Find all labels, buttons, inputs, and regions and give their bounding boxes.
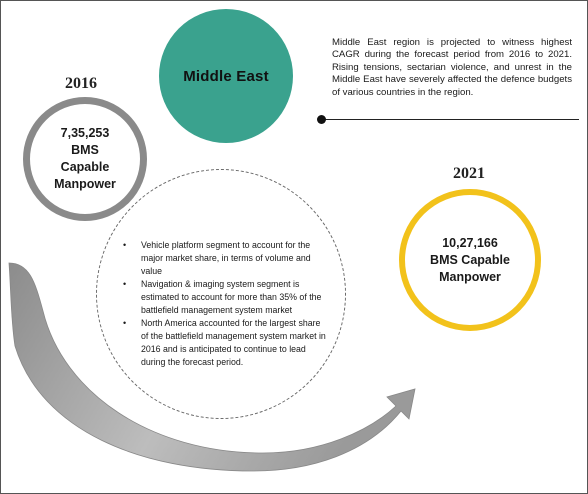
end-label-line-2: Manpower xyxy=(439,269,501,284)
start-manpower-circle: 7,35,253 BMS Capable Manpower xyxy=(23,97,147,221)
end-year: 2021 xyxy=(453,165,485,182)
highlight-item: North America accounted for the largest … xyxy=(119,317,327,369)
end-value: 10,27,166 xyxy=(442,235,498,250)
start-label-line-3: Manpower xyxy=(54,177,116,191)
highlight-item: Vehicle platform segment to account for … xyxy=(119,239,327,278)
start-year: 2016 xyxy=(65,75,97,92)
arrow-body xyxy=(8,262,416,472)
description-connector-line xyxy=(321,119,579,120)
start-value: 7,35,253 xyxy=(60,126,110,140)
start-label-line-2: Capable xyxy=(60,160,110,174)
start-label-line-1: BMS xyxy=(71,143,99,157)
end-manpower-circle: 10,27,166 BMS Capable Manpower xyxy=(399,189,541,331)
highlight-item: Navigation & imaging system segment is e… xyxy=(119,278,327,317)
description-connector-dot xyxy=(317,115,326,124)
highlights-list: Vehicle platform segment to account for … xyxy=(119,239,327,369)
region-label: Middle East xyxy=(183,67,269,85)
region-description: Middle East region is projected to witne… xyxy=(332,37,572,98)
end-label-line-1: BMS Capable xyxy=(430,252,510,267)
highlights-circle xyxy=(96,169,346,419)
region-circle: Middle East xyxy=(159,9,293,143)
